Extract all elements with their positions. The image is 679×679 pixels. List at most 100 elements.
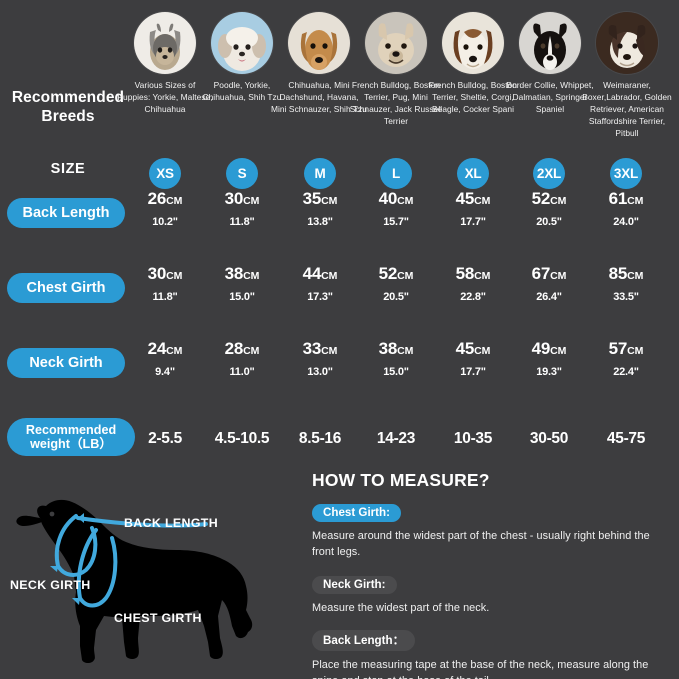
size-badge-s[interactable]: S (226, 158, 258, 189)
row-label-recommended-weight: Recommended weight（LB） (7, 418, 135, 456)
recommended-breeds-title: Recommended Breeds (11, 89, 125, 126)
cell-chest-girth-2xl: 67CM 26.4" (504, 264, 594, 303)
value-cm: 45 (455, 189, 475, 208)
size-badge-xl[interactable]: XL (457, 158, 489, 189)
cell-chest-girth-s: 38CM 15.0" (197, 264, 287, 303)
size-badge-m[interactable]: M (304, 158, 336, 189)
row-label-chest-girth: Chest Girth (7, 273, 125, 303)
cell-weight-3xl: 45-75 (606, 430, 646, 447)
value-inch: 11.8" (229, 216, 255, 228)
unit-cm: CM (166, 195, 183, 207)
value-cm: 45 (455, 339, 475, 358)
measure-pill-back-length: Back Length： (312, 630, 416, 652)
unit-cm: CM (550, 270, 567, 282)
dog-silhouette-icon (16, 499, 253, 663)
breed-text: Various Sizes of Puppies: Yorkie, Maltes… (117, 80, 213, 114)
value-cm: 49 (531, 339, 551, 358)
measure-body-back-length: Place the measuring tape at the base of … (312, 659, 649, 679)
unit-cm: CM (166, 345, 183, 357)
value-inch: 22.8" (460, 291, 486, 303)
measure-pill-neck-girth: Neck Girth: (312, 575, 397, 594)
unit-cm: CM (627, 270, 644, 282)
unit-cm: CM (474, 345, 491, 357)
value-inch: 26.4" (536, 291, 562, 303)
measure-item-neck-girth: Neck Girth: Measure the widest part of t… (312, 575, 672, 616)
value-inch: 20.5" (383, 291, 409, 303)
value-cm: 30 (224, 189, 244, 208)
cell-weight-2xl: 30-50 (529, 430, 569, 447)
value-cm: 35 (302, 189, 322, 208)
back-length-arrow (76, 516, 208, 528)
how-to-measure-section: HOW TO MEASURE? Chest Girth: Measure aro… (312, 470, 672, 679)
cell-chest-girth-3xl: 85CM 33.5" (581, 264, 671, 303)
cell-back-length-xl: 45CM 17.7" (428, 189, 518, 228)
breed-text: Poodle, Yorkie, Chihuahua, Shih Tzu (202, 80, 282, 102)
value-inch: 11.8" (152, 291, 178, 303)
value-cm: 58 (455, 264, 475, 283)
unit-cm: CM (474, 195, 491, 207)
cell-chest-girth-m: 44CM 17.3" (275, 264, 365, 303)
breed-column-s: Poodle, Yorkie, Chihuahua, Shih Tzu (194, 12, 290, 104)
row-label-neck-girth: Neck Girth (7, 348, 125, 378)
size-badge-xs[interactable]: XS (149, 158, 181, 189)
yorkshire-terrier-photo (134, 12, 196, 74)
unit-cm: CM (166, 270, 183, 282)
diagram-label-chest-girth: CHEST GIRTH (114, 611, 202, 625)
breed-column-l: French Bulldog, Boston Terrier, Pug, Min… (348, 12, 444, 128)
unit-cm: CM (243, 345, 260, 357)
breed-column-xs: Various Sizes of Puppies: Yorkie, Maltes… (117, 12, 213, 116)
cell-weight-s: 4.5-10.5 (214, 430, 270, 447)
measure-item-back-length: Back Length： Place the measuring tape at… (312, 630, 672, 679)
value-cm: 44 (302, 264, 322, 283)
unit-cm: CM (243, 270, 260, 282)
unit-cm: CM (397, 270, 414, 282)
breed-text: Chihuahua, Mini Dachshund, Havana, Mini … (271, 80, 368, 114)
measure-body-chest-girth: Measure around the widest part of the ch… (312, 530, 650, 559)
size-badge-2xl[interactable]: 2XL (533, 158, 565, 189)
cell-weight-l: 14-23 (376, 430, 416, 447)
cell-back-length-s: 30CM 11.8" (197, 189, 287, 228)
breed-column-2xl: Border Collie, Whippet, Dalmatian, Sprin… (502, 12, 598, 116)
row-label-back-length: Back Length (7, 198, 125, 228)
value-cm: 52 (531, 189, 551, 208)
cell-chest-girth-xl: 58CM 22.8" (428, 264, 518, 303)
size-badge-3xl[interactable]: 3XL (610, 158, 642, 189)
value-inch: 19.3" (536, 366, 562, 378)
value-inch: 17.7" (460, 216, 486, 228)
cell-chest-girth-xs: 30CM 11.8" (120, 264, 210, 303)
french-bulldog-photo (365, 12, 427, 74)
value-cm: 57 (608, 339, 628, 358)
size-badge-l[interactable]: L (380, 158, 412, 189)
breed-text: French Bulldog, Boston Terrier, Sheltie,… (428, 80, 518, 114)
pitbull-photo (596, 12, 658, 74)
cell-weight-xl: 10-35 (453, 430, 493, 447)
value-inch: 15.7" (383, 216, 409, 228)
cell-back-length-2xl: 52CM 20.5" (504, 189, 594, 228)
unit-cm: CM (627, 195, 644, 207)
value-cm: 38 (224, 264, 244, 283)
unit-cm: CM (397, 195, 414, 207)
value-cm: 38 (378, 339, 398, 358)
value-inch: 17.7" (460, 366, 486, 378)
value-cm: 85 (608, 264, 628, 283)
unit-cm: CM (627, 345, 644, 357)
measure-item-chest-girth: Chest Girth: Measure around the widest p… (312, 503, 672, 561)
neck-girth-arrow (54, 514, 98, 577)
unit-cm: CM (397, 345, 414, 357)
breed-text: Weimaraner, Boxer,Labrador, Golden Retri… (582, 80, 672, 138)
value-inch: 13.8" (307, 216, 333, 228)
border-collie-photo (519, 12, 581, 74)
value-cm: 24 (147, 339, 167, 358)
value-inch: 24.0" (613, 216, 639, 228)
value-inch: 13.0" (307, 366, 333, 378)
value-cm: 40 (378, 189, 398, 208)
value-cm: 26 (147, 189, 167, 208)
cell-back-length-xs: 26CM 10.2" (120, 189, 210, 228)
breed-text: Border Collie, Whippet, Dalmatian, Sprin… (506, 80, 594, 114)
value-inch: 15.0" (383, 366, 409, 378)
cell-neck-girth-xs: 24CM 9.4" (120, 339, 210, 378)
chest-girth-arrow (76, 528, 118, 608)
value-inch: 20.5" (536, 216, 562, 228)
shih-tzu-photo (211, 12, 273, 74)
